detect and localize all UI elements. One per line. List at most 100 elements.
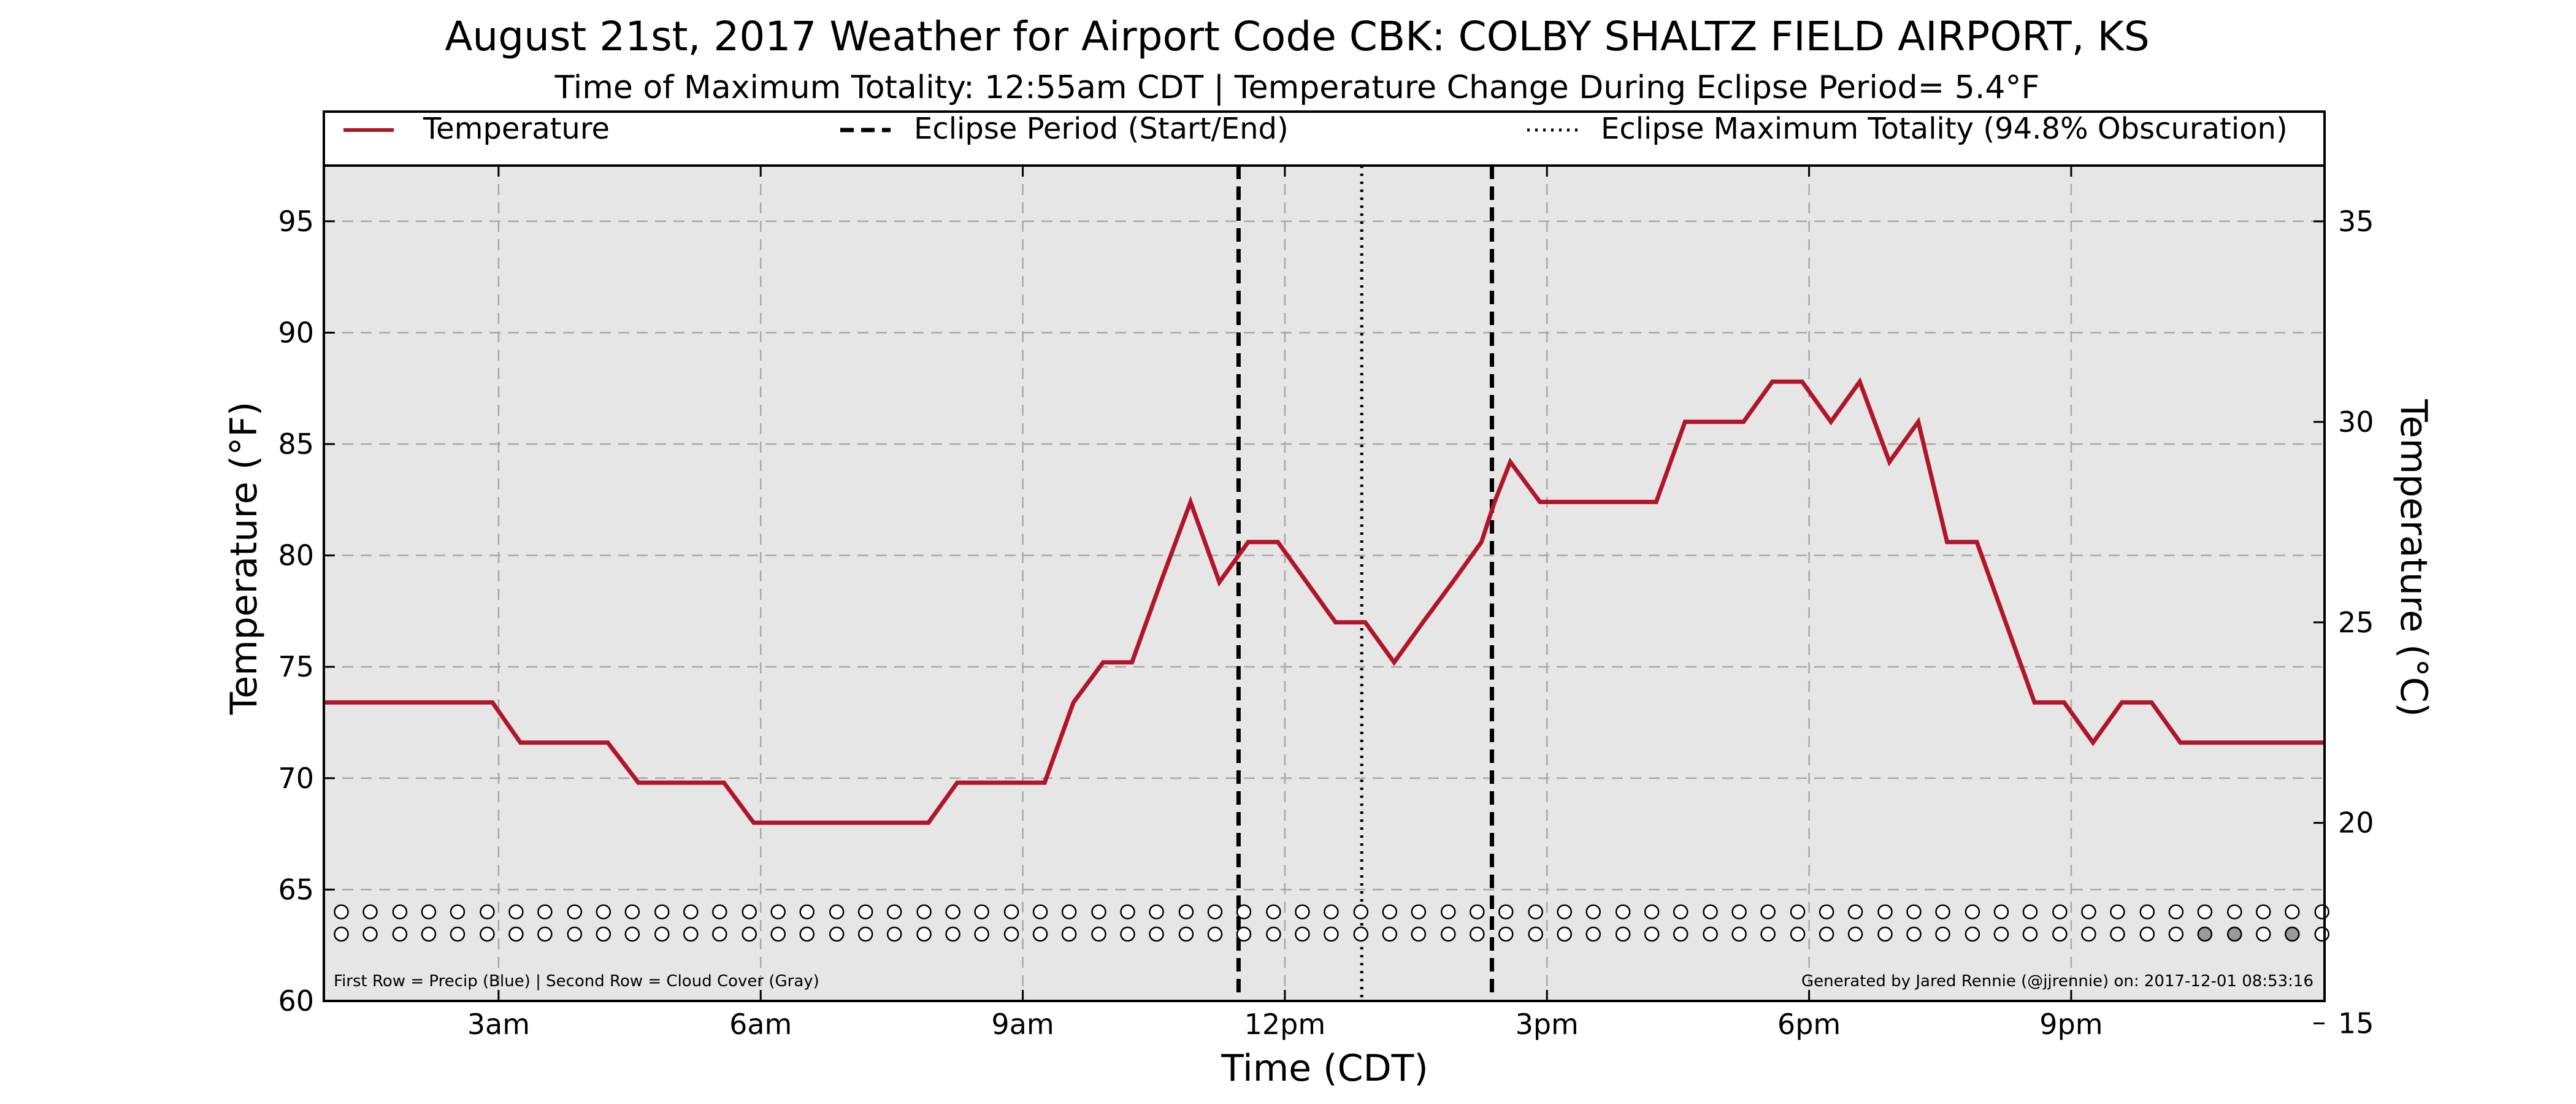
precip-dot — [857, 904, 873, 919]
precip-dot — [1120, 904, 1135, 919]
cloud-dot — [1847, 926, 1863, 942]
cloud-dot — [2168, 926, 2184, 942]
cloud-dot — [1178, 926, 1194, 942]
temperature-series — [324, 377, 2325, 825]
y-axis-label-right: Temperature (°C) — [2392, 399, 2435, 717]
cloud-dot — [334, 926, 349, 942]
cloud-dot — [1790, 926, 1806, 942]
cloud-dot — [2052, 926, 2068, 942]
precip-dot — [1353, 904, 1369, 919]
precip-dot — [1032, 904, 1048, 919]
cloud-dot — [2227, 926, 2242, 942]
cloud-dot — [1615, 926, 1631, 942]
precip-dot — [2168, 904, 2184, 919]
cloud-dot — [1003, 926, 1019, 942]
precip-dot — [799, 904, 815, 919]
precip-dot — [1061, 904, 1077, 919]
y-tick-label: 75 — [278, 650, 314, 683]
cloud-dot — [2110, 926, 2125, 942]
cloud-dot — [1731, 926, 1747, 942]
precip-dot — [2256, 904, 2271, 919]
precip-dot — [1877, 904, 1893, 919]
cloud-dot — [1673, 926, 1689, 942]
precip-dot — [2052, 904, 2068, 919]
precip-dot — [1906, 904, 1922, 919]
cloud-dot — [1411, 926, 1427, 942]
precip-dot — [770, 904, 786, 919]
precip-cloud-rows — [334, 904, 2329, 942]
footnote-left: First Row = Precip (Blue) | Second Row =… — [334, 972, 819, 991]
grid-lines — [324, 166, 2325, 1001]
cloud-dot — [1470, 926, 1485, 942]
precip-dot — [974, 904, 989, 919]
cloud-dot — [2197, 926, 2213, 942]
cloud-dot — [1061, 926, 1077, 942]
legend-label: Eclipse Maximum Totality (94.8% Obscurat… — [1601, 112, 2288, 146]
y-axis-left: 60 65 70 75 80 85 90 95 — [278, 205, 335, 1018]
precip-dot — [1178, 904, 1194, 919]
cloud-dot — [683, 926, 699, 942]
chart-subtitle: Time of Maximum Totality: 12:55am CDT | … — [554, 69, 2040, 106]
cloud-dot — [1906, 926, 1922, 942]
y-tick-label: 80 — [278, 539, 314, 572]
cloud-dot — [392, 926, 408, 942]
cloud-dot — [1644, 926, 1660, 942]
precip-dot — [421, 904, 437, 919]
precip-dot — [1528, 904, 1543, 919]
cloud-dot — [2285, 926, 2300, 942]
x-tick-label: 3pm — [1516, 1008, 1579, 1041]
precip-dot — [1266, 904, 1281, 919]
cloud-dot — [1091, 926, 1106, 942]
y-tick-label-right: 20 — [2338, 807, 2374, 840]
cloud-dot — [1965, 926, 1980, 942]
temperature-line — [324, 377, 2325, 825]
precip-dot — [1470, 904, 1485, 919]
precip-dot — [362, 904, 378, 919]
precip-dot — [1993, 904, 2009, 919]
precip-dot — [916, 904, 932, 919]
precip-dot — [945, 904, 960, 919]
cloud-dot — [974, 926, 989, 942]
precip-dot — [1498, 904, 1514, 919]
y-axis-right: 15 20 25 30 35 — [2313, 205, 2374, 1040]
cloud-dot — [624, 926, 640, 942]
y-tick-label-right: 15 — [2338, 1007, 2374, 1040]
precip-dot — [1644, 904, 1660, 919]
precip-dot — [1731, 904, 1747, 919]
precip-dot — [1585, 904, 1601, 919]
precip-dot — [2110, 904, 2125, 919]
y-tick-label: 85 — [278, 427, 314, 461]
cloud-dot — [450, 926, 466, 942]
x-axis-label: Time (CDT) — [1221, 1047, 1428, 1090]
y-tick-label: 70 — [278, 762, 314, 795]
x-tick-label: 6am — [729, 1008, 792, 1041]
cloud-dot — [2139, 926, 2155, 942]
eclipse-markers — [1236, 166, 1494, 1001]
cloud-dot — [1877, 926, 1893, 942]
precip-dot — [1441, 904, 1456, 919]
cloud-dot — [362, 926, 378, 942]
cloud-dot — [2314, 926, 2329, 942]
cloud-dot — [1703, 926, 1718, 942]
cloud-dot — [945, 926, 960, 942]
precip-dot — [1673, 904, 1689, 919]
cloud-dot — [1295, 926, 1310, 942]
cloud-dot — [480, 926, 495, 942]
precip-dot — [2314, 904, 2329, 919]
cloud-dot — [1207, 926, 1223, 942]
cloud-dot — [1819, 926, 1834, 942]
precip-dot — [1207, 904, 1223, 919]
cloud-dot — [1935, 926, 1950, 942]
precip-dot — [829, 904, 845, 919]
x-tick-label: 9am — [991, 1008, 1054, 1041]
cloud-dot — [1528, 926, 1543, 942]
precip-dot — [1703, 904, 1718, 919]
precip-dot — [1615, 904, 1631, 919]
precip-dot — [1965, 904, 1980, 919]
precip-dot — [2022, 904, 2038, 919]
precip-dot — [1935, 904, 1950, 919]
x-tick-label: 3am — [467, 1008, 530, 1041]
cloud-dot — [2022, 926, 2038, 942]
cloud-dot — [886, 926, 902, 942]
